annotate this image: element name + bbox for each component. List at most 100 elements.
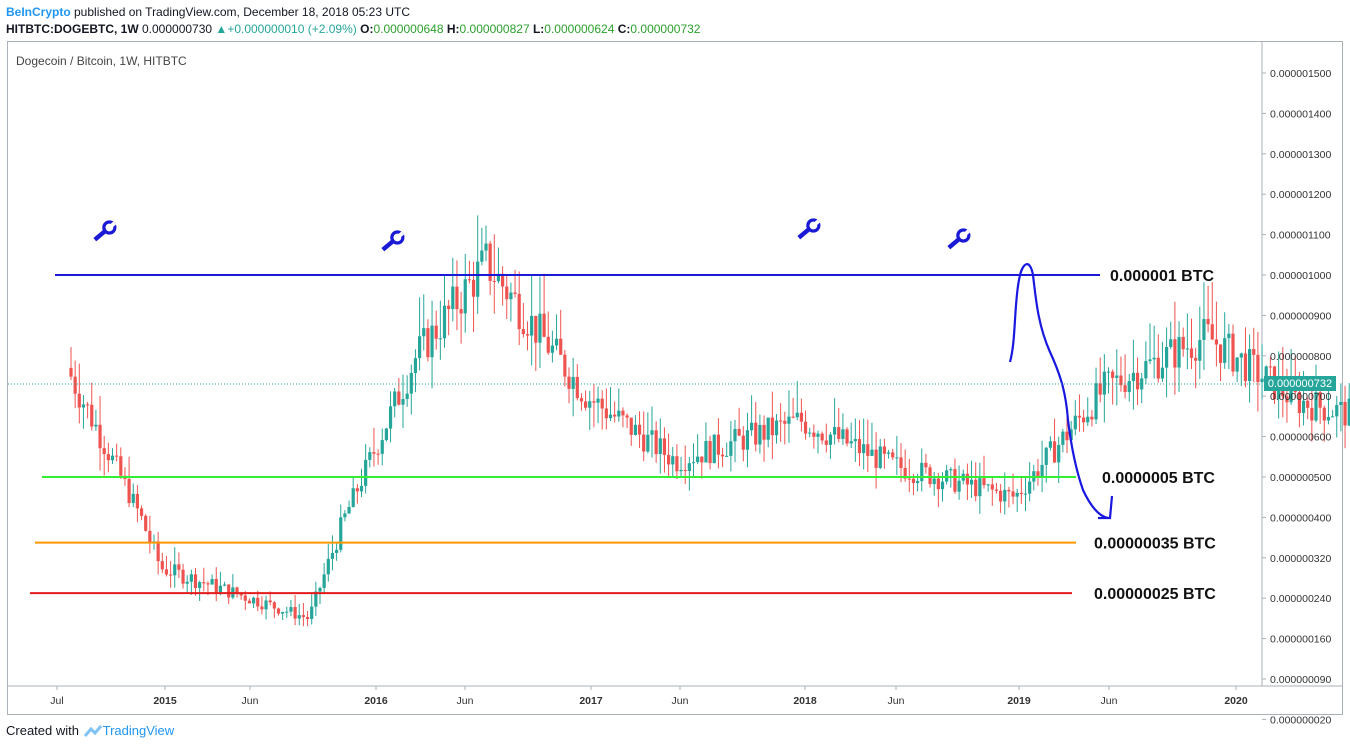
candle-down bbox=[579, 398, 584, 402]
candle-down bbox=[799, 412, 803, 422]
candle-down bbox=[592, 401, 596, 403]
y-tick-label: 0.000001100 bbox=[1270, 230, 1331, 242]
candle-down bbox=[1194, 357, 1198, 361]
projection-arrowhead bbox=[1098, 495, 1114, 520]
candle-up bbox=[1202, 319, 1206, 340]
last-price-label: 0.000000732 bbox=[1268, 378, 1332, 390]
candle-up bbox=[550, 345, 554, 353]
candle-up bbox=[1248, 349, 1252, 382]
candle-up bbox=[1131, 372, 1135, 381]
candle-up bbox=[828, 434, 833, 445]
brand-link[interactable]: BeInCrypto bbox=[6, 5, 71, 19]
candle-down bbox=[239, 593, 243, 596]
candle-down bbox=[1318, 392, 1322, 408]
candle-up bbox=[538, 313, 542, 343]
candle-up bbox=[633, 424, 637, 435]
c-label: C: bbox=[617, 22, 631, 36]
candle-down bbox=[899, 457, 903, 469]
candle-up bbox=[185, 581, 189, 584]
candle-up bbox=[704, 441, 708, 463]
y-tick-label: 0.000000240 bbox=[1270, 593, 1331, 605]
candle-down bbox=[720, 454, 725, 457]
candle-down bbox=[667, 454, 671, 465]
candle-up bbox=[571, 376, 575, 389]
candle-down bbox=[144, 515, 148, 531]
candle-up bbox=[920, 462, 924, 482]
footer-brand[interactable]: TradingView bbox=[102, 723, 175, 738]
candle-down bbox=[874, 449, 878, 468]
candle-up bbox=[1115, 375, 1119, 378]
publish-info: BeInCrypto published on TradingView.com,… bbox=[6, 5, 410, 19]
c-value: 0.000000732 bbox=[630, 22, 701, 36]
candle-down bbox=[584, 401, 588, 408]
candle-down bbox=[525, 334, 530, 336]
candle-up bbox=[359, 485, 364, 492]
candle-up bbox=[264, 600, 268, 610]
x-tick-label: 2016 bbox=[364, 695, 388, 707]
candle-down bbox=[737, 428, 741, 436]
candle-down bbox=[1036, 471, 1040, 478]
h-value: 0.000000827 bbox=[459, 22, 530, 36]
candle-up bbox=[430, 325, 434, 358]
candle-up bbox=[1003, 489, 1007, 502]
y-tick-label: 0.000000090 bbox=[1270, 674, 1331, 686]
candle-up bbox=[833, 427, 837, 435]
candle-down bbox=[1252, 349, 1256, 355]
candle-down bbox=[106, 454, 110, 461]
ohlc-line: HITBTC:DOGEBTC, 1W 0.000000730 ▲+0.00000… bbox=[6, 22, 700, 36]
candle-down bbox=[1256, 354, 1260, 383]
candle-down bbox=[177, 564, 181, 570]
candle-down bbox=[542, 313, 546, 337]
candle-down bbox=[77, 393, 81, 408]
candle-down bbox=[115, 455, 119, 457]
candle-down bbox=[575, 376, 579, 399]
candle-up bbox=[671, 456, 675, 465]
y-tick-label: 0.000001000 bbox=[1270, 270, 1331, 282]
candle-down bbox=[1007, 489, 1011, 492]
candle-up bbox=[712, 434, 716, 464]
candle-down bbox=[708, 441, 712, 464]
candle-up bbox=[687, 463, 691, 471]
candle-down bbox=[1285, 396, 1289, 403]
candle-down bbox=[845, 429, 849, 444]
candle-down bbox=[86, 404, 90, 406]
candle-down bbox=[783, 420, 787, 424]
candle-down bbox=[98, 424, 102, 449]
candle-up bbox=[368, 452, 372, 460]
candle-up bbox=[1223, 338, 1227, 363]
level-label: 0.00000035 BTC bbox=[1094, 536, 1216, 553]
candle-up bbox=[1239, 353, 1243, 358]
candle-down bbox=[1119, 375, 1123, 386]
candle-down bbox=[256, 597, 260, 607]
candle-down bbox=[903, 468, 907, 479]
last-price: 0.000000730 bbox=[142, 22, 213, 36]
candle-up bbox=[1165, 347, 1169, 368]
candle-up bbox=[393, 391, 397, 407]
candle-up bbox=[1198, 339, 1202, 361]
candle-down bbox=[426, 328, 430, 358]
candle-down bbox=[1297, 392, 1301, 414]
symbol: HITBTC:DOGEBTC, 1W bbox=[6, 22, 139, 36]
chart-frame bbox=[7, 41, 1343, 715]
candle-down bbox=[1243, 353, 1248, 382]
candle-down bbox=[376, 453, 380, 455]
time-axis[interactable]: Jul 2015 Jun 2016 Jun 2017 Jun 2018 Jun 2019 Jun 20… bbox=[50, 686, 1248, 707]
y-tick-label: 0.000001200 bbox=[1270, 189, 1331, 201]
candle-up bbox=[451, 286, 455, 309]
candle-up bbox=[252, 597, 256, 604]
candle-up bbox=[173, 564, 177, 576]
price-axis[interactable]: 0.000001500 0.000001400 0.000001300 0.00000… bbox=[1262, 68, 1331, 726]
candle-down bbox=[467, 279, 471, 281]
candle-down bbox=[148, 530, 152, 543]
candle-down bbox=[974, 479, 978, 497]
candle-down bbox=[762, 424, 766, 440]
candle-down bbox=[434, 325, 438, 339]
candle-down bbox=[156, 541, 160, 562]
candle-down bbox=[1306, 400, 1310, 408]
projection-curve bbox=[1008, 263, 1109, 520]
candle-down bbox=[1090, 416, 1094, 420]
candle-up bbox=[1169, 339, 1173, 348]
candle-up bbox=[310, 606, 314, 619]
l-value: 0.000000624 bbox=[544, 22, 615, 36]
